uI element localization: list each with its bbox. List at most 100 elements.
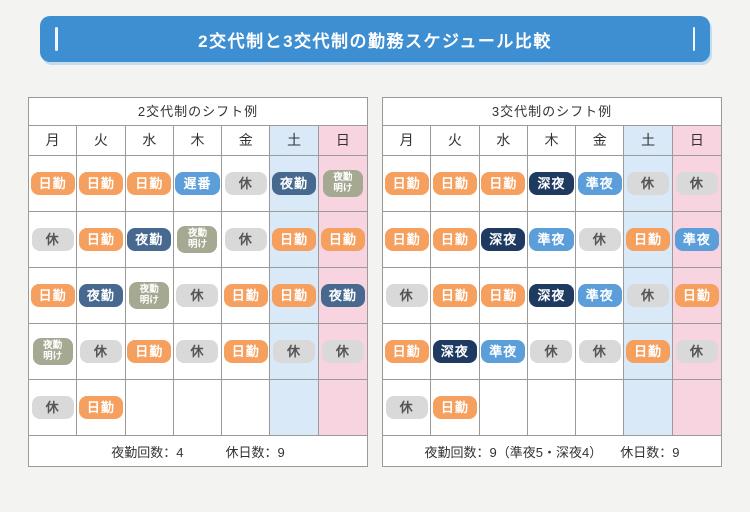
shift-cell [173,380,223,436]
shift-badge-off: 休 [224,171,267,196]
table-title: 3交代制のシフト例 [383,98,721,126]
shift-badge-day: 日勤 [78,395,123,420]
shift-cell: 日勤 [383,212,432,268]
shift-badge-day: 日勤 [320,227,365,252]
shift-cell: 深夜 [479,212,528,268]
shift-cell: 日勤 [77,156,126,212]
shift-badge-late: 遅番 [175,171,220,196]
shift-badge-evening: 準夜 [529,227,574,252]
shift-cell: 日勤 [318,212,367,268]
shift-cell: 夜勤 明け [173,212,223,268]
shift-badge-off: 休 [224,227,267,252]
day-header-4: 金 [222,126,271,156]
shift-badge-off: 休 [31,227,74,252]
shift-cell: 日勤 [431,380,480,436]
footer-stat: 休日数：9 [620,444,680,460]
shift-cell [527,380,577,436]
shift-badge-day: 日勤 [223,339,268,364]
day-header-4: 金 [576,126,625,156]
shift-badge-midnight: 深夜 [432,339,477,364]
shift-badge-day: 日勤 [384,171,429,196]
shift-cell: 深夜 [527,156,577,212]
shift-cell: 夜勤 [318,268,367,324]
shift-badge-day: 日勤 [626,227,671,252]
shift-cell: 日勤 [431,212,480,268]
shift-cell: 日勤 [125,156,174,212]
shift-badge-off: 休 [385,283,428,308]
shift-badge-day: 日勤 [127,171,172,196]
table-title: 2交代制のシフト例 [29,98,367,126]
shift-cell: 休 [77,324,126,380]
footer-stat: 休日数：9 [225,444,285,460]
shift-cell: 日勤 [624,324,673,380]
shift-comparison-infographic: 2交代制と3交代制の勤務スケジュール比較 2交代制のシフト例 月火水木金土日 日… [0,16,750,467]
shift-cell: 夜勤 [77,268,126,324]
day-header-0: 月 [29,126,78,156]
shift-badge-off: 休 [273,339,316,364]
shift-badge-night: 夜勤 [78,283,123,308]
shift-cell: 夜勤 明け [318,156,367,212]
shift-cell: 休 [29,212,78,268]
shift-cell: 休 [222,212,271,268]
banner-left-bar [55,27,58,51]
day-header-5: 土 [270,126,319,156]
shift-cell: 休 [576,324,625,380]
shift-cell: 日勤 [383,156,432,212]
footer-stat: 夜勤回数：4 [111,444,184,460]
shift-cell: 日勤 [431,156,480,212]
shift-badge-off: 休 [578,339,621,364]
shift-cell: 休 [222,156,271,212]
shift-cell: 日勤 [222,268,271,324]
shift-cell [270,380,319,436]
shift-cell [479,380,528,436]
shift-badge-day: 日勤 [432,171,477,196]
shift-badge-day: 日勤 [432,283,477,308]
shift-cell: 日勤 [270,268,319,324]
shift-cell [222,380,271,436]
shift-cell: 休 [29,380,78,436]
shift-cell: 休 [383,380,432,436]
shift-badge-day: 日勤 [432,395,477,420]
shift-badge-off: 休 [321,339,364,364]
shift-cell: 日勤 [29,156,78,212]
day-header-2: 水 [125,126,174,156]
shift-cell: 夜勤 明け [125,268,174,324]
shift-badge-night_after: 夜勤 明け [129,281,170,310]
shift-cell [318,380,367,436]
day-header-0: 月 [383,126,432,156]
day-header-row: 月火水木金土日 [383,126,721,156]
page-title: 2交代制と3交代制の勤務スケジュール比較 [198,31,552,51]
day-header-1: 火 [431,126,480,156]
shift-cell: 準夜 [479,324,528,380]
banner-right-bar [692,27,695,51]
shift-cell: 夜勤 [125,212,174,268]
title-banner: 2交代制と3交代制の勤務スケジュール比較 [40,16,710,62]
shift-badge-day: 日勤 [30,283,75,308]
shift-badge-off: 休 [578,227,621,252]
shift-badge-off: 休 [530,339,573,364]
shift-badge-day: 日勤 [481,171,526,196]
table-footer: 夜勤回数：4 休日数：9 [29,436,367,466]
shift-cell: 準夜 [576,156,625,212]
shift-cell [125,380,174,436]
shift-badge-night: 夜勤 [272,171,317,196]
shift-cell: 日勤 [270,212,319,268]
shift-badge-day: 日勤 [674,283,719,308]
shift-badge-day: 日勤 [626,339,671,364]
shift-cell: 日勤 [222,324,271,380]
shift-cell: 日勤 [479,268,528,324]
day-header-3: 木 [527,126,577,156]
shift-badge-day: 日勤 [272,227,317,252]
shift-badge-night_after: 夜勤 明け [32,337,73,366]
day-header-5: 土 [624,126,673,156]
day-header-3: 木 [173,126,223,156]
shift-badge-day: 日勤 [127,339,172,364]
shift-cell: 日勤 [431,268,480,324]
shift-badge-day: 日勤 [223,283,268,308]
shift-cell: 休 [672,324,721,380]
three-shift-table: 3交代制のシフト例 月火水木金土日 日勤 日勤 日勤 深夜 準夜休休日勤 日勤 深夜 準夜休日… [382,97,722,467]
shift-cell: 日勤 [624,212,673,268]
day-header-2: 水 [479,126,528,156]
two-shift-table: 2交代制のシフト例 月火水木金土日 日勤 日勤 日勤 遅番休夜勤 夜勤 明け休日勤 夜勤 夜勤… [28,97,368,467]
shift-cell: 休 [383,268,432,324]
